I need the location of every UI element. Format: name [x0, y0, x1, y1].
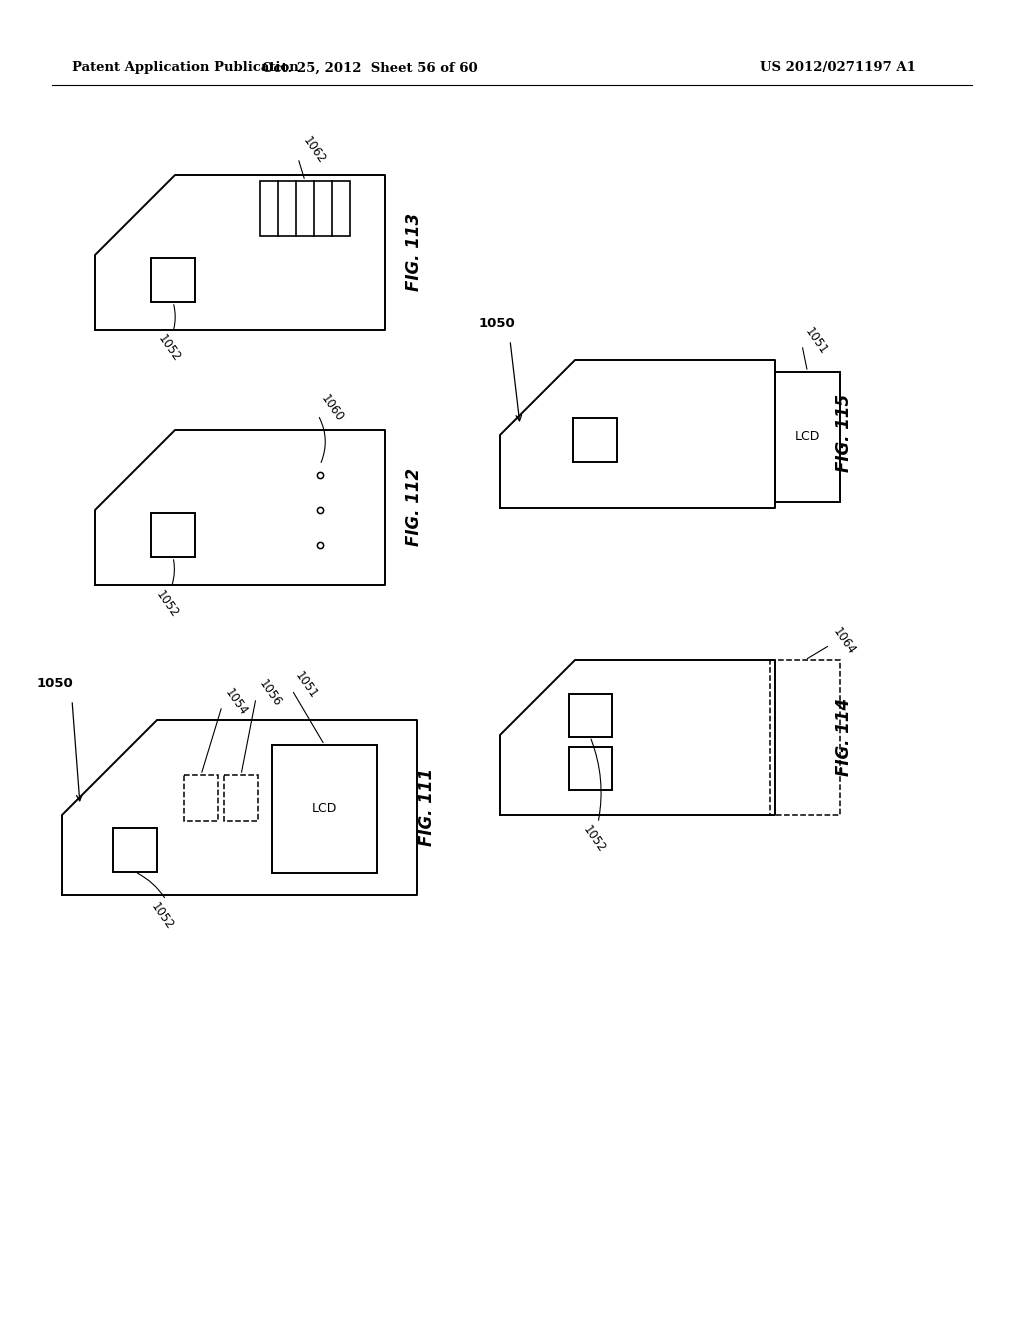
Text: 1052: 1052 [580, 824, 607, 855]
Text: 1050: 1050 [37, 677, 74, 690]
Text: 1062: 1062 [300, 135, 328, 166]
Bar [113, 828, 157, 873]
Bar [151, 513, 195, 557]
Text: Patent Application Publication: Patent Application Publication [72, 62, 299, 74]
Text: 1054: 1054 [222, 686, 250, 718]
Text: FIG. 114: FIG. 114 [835, 698, 853, 776]
Text: 1060: 1060 [318, 392, 346, 424]
Bar [568, 747, 611, 789]
Text: 1052: 1052 [153, 589, 180, 620]
Bar [775, 372, 840, 502]
Text: FIG. 113: FIG. 113 [406, 213, 423, 292]
Text: LCD: LCD [312, 803, 337, 816]
Bar [224, 775, 258, 821]
Text: Oct. 25, 2012  Sheet 56 of 60: Oct. 25, 2012 Sheet 56 of 60 [262, 62, 478, 74]
Bar [260, 181, 350, 236]
Text: FIG. 112: FIG. 112 [406, 467, 423, 546]
Text: FIG. 111: FIG. 111 [418, 768, 436, 846]
Text: 1056: 1056 [256, 677, 284, 709]
Text: 1052: 1052 [148, 900, 176, 932]
Text: US 2012/0271197 A1: US 2012/0271197 A1 [760, 62, 915, 74]
Bar [573, 418, 617, 462]
Text: LCD: LCD [795, 430, 820, 444]
Bar [568, 693, 611, 737]
Bar [151, 257, 195, 302]
Text: 1050: 1050 [478, 317, 515, 330]
Bar [770, 660, 840, 814]
Text: 1064: 1064 [830, 626, 858, 657]
Bar [184, 775, 218, 821]
Text: 1051: 1051 [802, 326, 829, 358]
Text: 1051: 1051 [292, 669, 319, 701]
Text: FIG. 115: FIG. 115 [835, 393, 853, 473]
Bar [272, 744, 377, 873]
Text: 1052: 1052 [155, 333, 182, 364]
